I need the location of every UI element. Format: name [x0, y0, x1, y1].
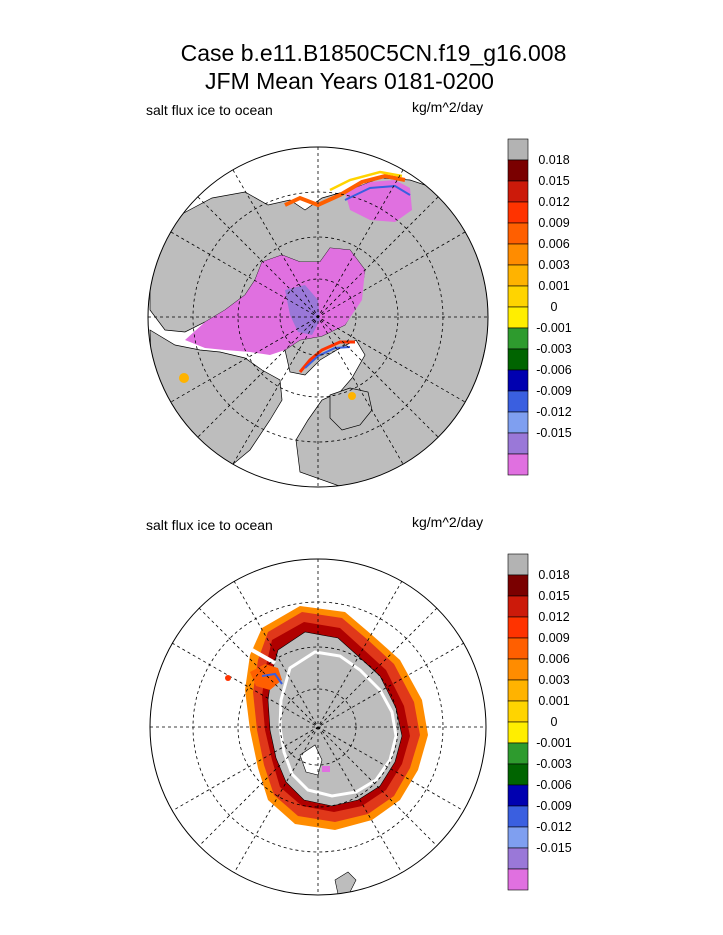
colorbar-tick-label: -0.009: [536, 384, 571, 398]
north-sea-ice-lavender: [285, 285, 320, 335]
north-grid: [148, 147, 488, 487]
colorbar-box: [507, 595, 529, 618]
colorbar-box: [507, 411, 529, 434]
colorbar-tick-label: -0.006: [536, 363, 571, 377]
south-land-antarctica: [267, 631, 403, 807]
north-ice-edge-blue: [344, 184, 411, 201]
colorbar-tick-label: -0.001: [536, 736, 571, 750]
north-ice-edge-pacific: [284, 173, 406, 208]
colorbar-tick-label: 0.009: [538, 216, 569, 230]
colorbar-tick-label: 0.018: [538, 568, 569, 582]
colorbar-tick-label: 0.001: [538, 279, 569, 293]
south-island-spot: [225, 675, 231, 681]
colorbar-tick-label: -0.009: [536, 799, 571, 813]
chart-title-case: Case b.e11.B1850C5CN.f19_g16.008: [180, 40, 567, 66]
north-sea-ice-atlantic: [345, 180, 412, 222]
south-weddell-sea: [299, 744, 323, 776]
south-grid: [150, 559, 486, 895]
colorbar-box: [507, 159, 529, 182]
colorbar-tick-label: 0: [551, 715, 558, 729]
colorbar-box: [507, 826, 529, 849]
south-colorbar: 0.018 0.015 0.012 0.009 0.006 0.003 0.001 0 -0.0…: [507, 553, 572, 891]
colorbar-box: [507, 285, 529, 308]
colorbar-tick-label: -0.012: [536, 820, 571, 834]
colorbar-tick-label: 0.015: [538, 589, 569, 603]
north-polar-map: [147, 146, 489, 488]
south-island-nz: [334, 871, 357, 895]
north-baltic-patch: [348, 392, 356, 400]
north-ice-edge-yellow: [329, 170, 403, 192]
colorbar-tick-label: -0.015: [536, 841, 571, 855]
colorbar-box: [507, 348, 529, 371]
colorbar-box: [507, 574, 529, 597]
colorbar-box: [507, 390, 529, 413]
north-ice-edge-atlantic-blue: [304, 346, 351, 369]
south-peninsula-blue: [261, 672, 283, 685]
north-sea-ice-negative-flux: [185, 248, 365, 355]
colorbar-tick-label: 0.003: [538, 258, 569, 272]
south-map-border: [149, 558, 487, 896]
colorbar-tick-label: -0.003: [536, 342, 571, 356]
colorbar-box: [507, 264, 529, 287]
colorbar-tick-label: 0.015: [538, 174, 569, 188]
panel2-units-label: kg/m^2/day: [412, 514, 484, 530]
colorbar-tick-label: -0.003: [536, 757, 571, 771]
colorbar-tick-label: 0.012: [538, 195, 569, 209]
colorbar-box: [507, 742, 529, 765]
colorbar-tick-label: 0.001: [538, 694, 569, 708]
south-magenta-patch: [322, 766, 330, 772]
panel1-variable-label: salt flux ice to ocean: [146, 102, 273, 118]
colorbar-box: [507, 553, 529, 576]
colorbar-box: [507, 306, 529, 329]
north-map-border: [147, 146, 489, 488]
colorbar-tick-label: -0.015: [536, 426, 571, 440]
panel2-variable-label: salt flux ice to ocean: [146, 517, 273, 533]
colorbar-box: [507, 180, 529, 203]
north-land-greenland: [329, 387, 373, 431]
colorbar-tick-label: 0.006: [538, 237, 569, 251]
north-colorbar: 0.018 0.015 0.012 0.009 0.006 0.003 0.001 0 -0.0…: [507, 138, 572, 476]
colorbar-box: [507, 805, 529, 828]
colorbar-box: [507, 432, 529, 455]
colorbar-box: [507, 784, 529, 807]
colorbar-box: [507, 201, 529, 224]
colorbar-tick-label: 0.018: [538, 153, 569, 167]
colorbar-tick-label: 0.006: [538, 652, 569, 666]
colorbar-box: [507, 721, 529, 744]
north-ice-edge-atlantic: [298, 340, 355, 373]
colorbar-tick-label: -0.006: [536, 778, 571, 792]
south-peninsula-ice: [250, 664, 282, 690]
colorbar-box: [507, 327, 529, 350]
colorbar-box: [507, 868, 529, 891]
south-polar-map: [149, 558, 487, 896]
chart-title-period: JFM Mean Years 0181-0200: [205, 68, 494, 94]
colorbar-tick-label: 0: [551, 300, 558, 314]
north-hudson-patch: [179, 373, 189, 383]
colorbar-box: [507, 369, 529, 392]
colorbar-box: [507, 243, 529, 266]
colorbar-box: [507, 658, 529, 681]
colorbar-box: [507, 138, 529, 161]
colorbar-box: [507, 637, 529, 660]
colorbar-box: [507, 763, 529, 786]
colorbar-tick-label: -0.001: [536, 321, 571, 335]
south-white-streak: [251, 648, 276, 665]
colorbar-box: [507, 616, 529, 639]
colorbar-tick-label: 0.003: [538, 673, 569, 687]
colorbar-tick-label: 0.012: [538, 610, 569, 624]
panel1-units-label: kg/m^2/day: [412, 99, 484, 115]
colorbar-box: [507, 453, 529, 476]
colorbar-box: [507, 679, 529, 702]
colorbar-box: [507, 222, 529, 245]
colorbar-box: [507, 847, 529, 870]
colorbar-tick-label: -0.012: [536, 405, 571, 419]
colorbar-box: [507, 700, 529, 723]
colorbar-tick-label: 0.009: [538, 631, 569, 645]
